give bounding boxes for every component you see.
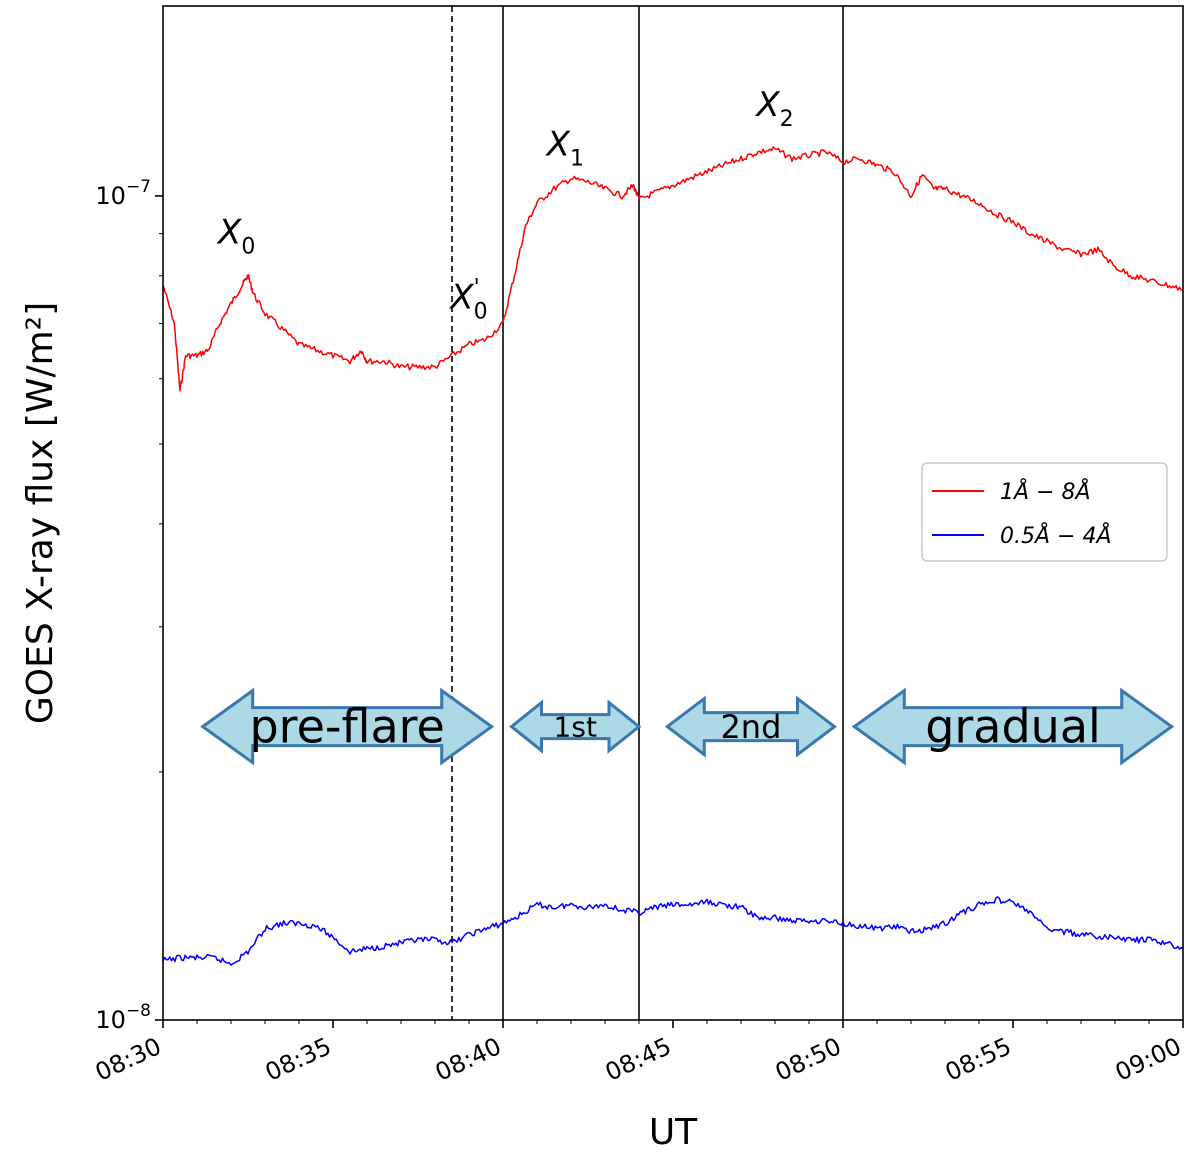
x-axis-label: UT (649, 1112, 698, 1153)
data-series (162, 146, 1184, 966)
annotation-1: X' 0 (448, 276, 487, 325)
phase-arrow-gradual (851, 687, 1175, 766)
phase-arrow-pre-flare (200, 687, 495, 766)
legend: 1Å − 8Å 0.5Å − 4Å (921, 462, 1168, 562)
annotation-2: X1 (545, 124, 584, 171)
y-ticks: 10−7 10−8 (95, 177, 163, 1034)
phase-arrows: pre-flare 1st 2nd gradual (200, 687, 1175, 766)
phase-label-gradual: gradual (925, 700, 1101, 754)
legend-label-0: 1Å − 8Å (1000, 478, 1091, 505)
legend-box (921, 462, 1168, 562)
peak-annotations: X0 X' 0 X1 X2 (216, 85, 794, 324)
phase-label-pre-flare: pre-flare (249, 700, 444, 754)
series-line-1 (162, 896, 1184, 966)
annotation-0: X0 (216, 213, 255, 260)
y-axis-label: GOES X-ray flux [W/m²] (20, 302, 61, 724)
series-line-0 (162, 146, 1184, 392)
legend-label-1: 0.5Å − 4Å (1000, 522, 1112, 549)
phase-label-2nd: 2nd (720, 708, 781, 746)
y-tick-label: 10−7 (95, 177, 151, 210)
phase-arrow-1st (509, 699, 642, 754)
y-tick-label: 10−8 (95, 1001, 151, 1034)
phase-divider-lines (451, 6, 844, 1020)
annotation-3: X2 (754, 85, 793, 132)
phase-label-1st: 1st (554, 710, 597, 743)
phase-arrow-2nd (664, 695, 837, 758)
